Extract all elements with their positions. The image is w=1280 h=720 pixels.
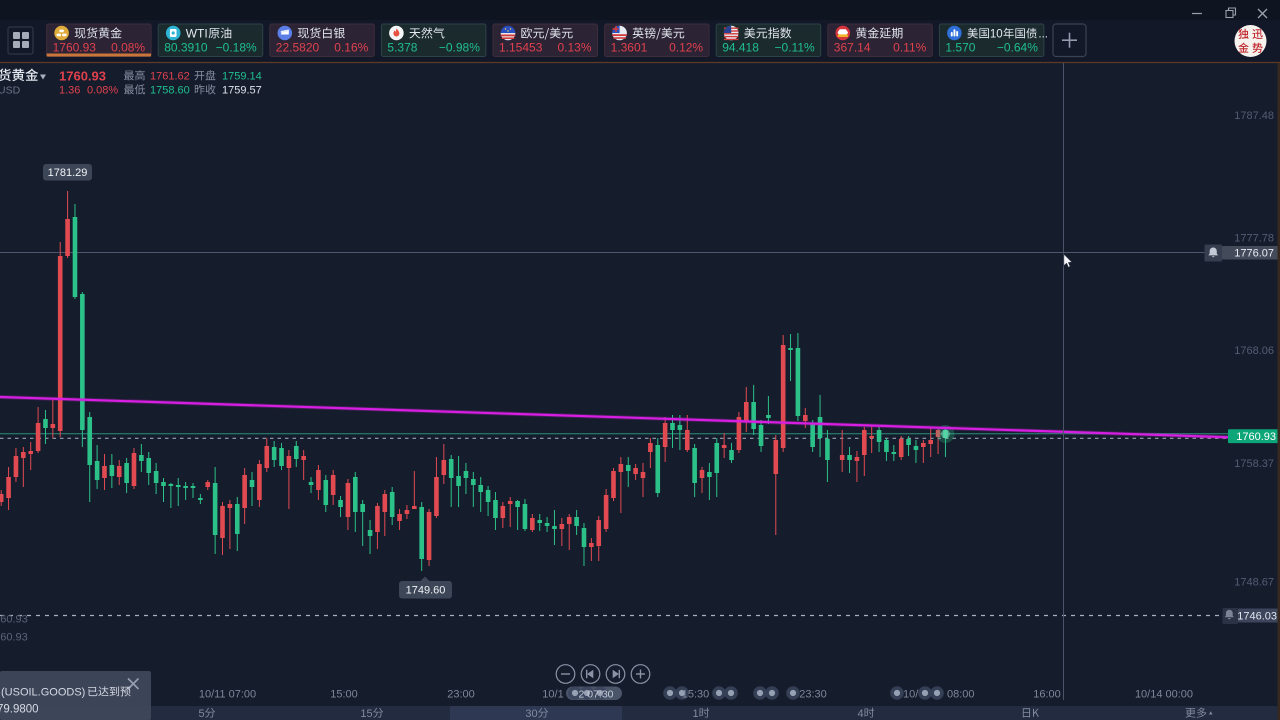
svg-text:1760.93: 1760.93 bbox=[0, 614, 28, 626]
svg-text:2 07:30: 2 07:30 bbox=[578, 688, 613, 700]
svg-text:1749.60: 1749.60 bbox=[406, 585, 446, 597]
svg-text:0.12%: 0.12% bbox=[669, 41, 703, 55]
svg-text:5.378: 5.378 bbox=[387, 41, 417, 55]
svg-text:08:00: 08:00 bbox=[947, 688, 975, 700]
svg-text:22.5820: 22.5820 bbox=[276, 41, 320, 55]
svg-text:1.15453: 1.15453 bbox=[499, 41, 543, 55]
svg-text:4: 4 bbox=[857, 708, 863, 720]
svg-text:79.9800: 79.9800 bbox=[0, 704, 39, 716]
svg-text:94.418: 94.418 bbox=[722, 41, 759, 55]
svg-text:−0.98%: −0.98% bbox=[439, 41, 480, 55]
svg-text:1760.93: 1760.93 bbox=[1236, 431, 1276, 443]
svg-text:30: 30 bbox=[525, 708, 537, 720]
svg-text:10: 10 bbox=[990, 29, 1003, 41]
svg-text:0.11%: 0.11% bbox=[893, 41, 926, 55]
svg-text:10/1: 10/1 bbox=[542, 688, 563, 700]
svg-text:−0.18%: −0.18% bbox=[216, 41, 257, 55]
svg-text:1.3601: 1.3601 bbox=[611, 41, 648, 55]
svg-text:1761.62: 1761.62 bbox=[150, 71, 190, 83]
svg-text:1758.37: 1758.37 bbox=[1234, 458, 1274, 470]
svg-text:15:30: 15:30 bbox=[682, 688, 710, 700]
svg-text:15: 15 bbox=[360, 708, 372, 720]
svg-text:1787.48: 1787.48 bbox=[1234, 110, 1274, 122]
svg-text:−0.11%: −0.11% bbox=[775, 41, 815, 55]
svg-text:1781.29: 1781.29 bbox=[48, 167, 88, 179]
svg-text:367.14: 367.14 bbox=[834, 41, 871, 55]
svg-text:16:00: 16:00 bbox=[1033, 688, 1061, 700]
svg-text:1760.93: 1760.93 bbox=[0, 632, 28, 644]
svg-text:1776.07: 1776.07 bbox=[1234, 248, 1274, 260]
svg-text:80.3910: 80.3910 bbox=[164, 41, 208, 55]
svg-text:1748.67: 1748.67 bbox=[1234, 577, 1274, 589]
svg-text:23:00: 23:00 bbox=[447, 688, 475, 700]
svg-text:0.08%: 0.08% bbox=[111, 41, 145, 55]
svg-text:−0.64%: −0.64% bbox=[997, 41, 1038, 55]
svg-text:WTI: WTI bbox=[186, 27, 208, 41]
svg-text:15:00: 15:00 bbox=[330, 688, 358, 700]
svg-text:5: 5 bbox=[198, 708, 204, 720]
svg-text:1746.03: 1746.03 bbox=[1237, 611, 1277, 623]
svg-text:...: ... bbox=[1038, 29, 1048, 41]
svg-text:0.08%: 0.08% bbox=[87, 85, 118, 97]
svg-text:0.16%: 0.16% bbox=[334, 41, 368, 55]
svg-text:1759.57: 1759.57 bbox=[222, 85, 262, 97]
svg-text:USD: USD bbox=[0, 85, 21, 97]
svg-text:10/: 10/ bbox=[903, 688, 919, 700]
svg-text:10/11 07:00: 10/11 07:00 bbox=[199, 688, 256, 700]
svg-text:1768.06: 1768.06 bbox=[1234, 345, 1274, 357]
svg-text:23:30: 23:30 bbox=[799, 688, 827, 700]
svg-text:1758.60: 1758.60 bbox=[150, 85, 190, 97]
svg-text:(USOIL.GOODS): (USOIL.GOODS) bbox=[1, 687, 85, 699]
svg-text:1777.78: 1777.78 bbox=[1234, 233, 1274, 245]
svg-text:1759.14: 1759.14 bbox=[222, 71, 262, 83]
svg-text:1760.93: 1760.93 bbox=[59, 69, 106, 84]
svg-text:1.36: 1.36 bbox=[59, 85, 80, 97]
svg-text:1760.93: 1760.93 bbox=[53, 41, 97, 55]
svg-text:1.570: 1.570 bbox=[945, 41, 975, 55]
svg-text:10/14 00:00: 10/14 00:00 bbox=[1135, 688, 1193, 700]
svg-text:0.13%: 0.13% bbox=[557, 41, 591, 55]
svg-text:1: 1 bbox=[692, 708, 698, 720]
